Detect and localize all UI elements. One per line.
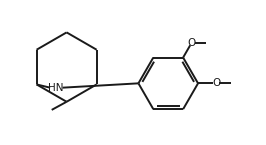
- Text: HN: HN: [48, 83, 64, 93]
- Text: O: O: [188, 38, 196, 48]
- Text: O: O: [212, 78, 221, 88]
